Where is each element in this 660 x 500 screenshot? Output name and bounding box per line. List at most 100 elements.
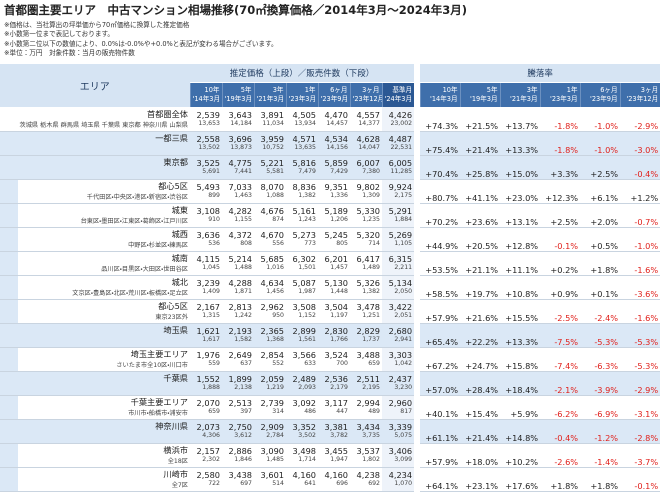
price: 1,976 (196, 349, 220, 360)
price: 3,504 (324, 301, 348, 312)
count: 722 (190, 479, 222, 492)
price: 5,859 (318, 155, 350, 168)
rate: +13.7% (500, 107, 541, 132)
area-sub: 中野区・杉並区・練馬区 (0, 239, 190, 252)
count: 805 (318, 239, 350, 252)
column-period: 5年 (240, 86, 252, 94)
count: 1,206 (318, 215, 350, 228)
price: 3,498 (292, 445, 316, 456)
price: 4,557 (356, 109, 380, 120)
column-header: 6ヶ月 '23年9月 (317, 82, 350, 107)
rate: +57.9% (420, 443, 461, 468)
price: 5,273 (292, 229, 316, 240)
rate: -1.4% (580, 443, 621, 468)
price: 2,070 (196, 397, 220, 408)
row-price: 東京都 3,525 4,775 5,221 5,816 5,859 6,007 6,005 +7… (0, 155, 660, 180)
count: 637 (222, 359, 254, 372)
area-sub: さいたま市全10区・川口市 (0, 359, 190, 372)
area-sub: 全18区 (0, 455, 190, 468)
area-sub (0, 167, 190, 180)
price: 4,670 (260, 229, 284, 240)
count: 1,456 (254, 287, 286, 300)
price: 4,238 (356, 469, 380, 480)
price: 3,108 (196, 205, 220, 216)
count: 2,302 (190, 455, 222, 468)
column-period: 1年 (566, 86, 578, 94)
price: 5,087 (292, 277, 316, 288)
price: 3,406 (382, 443, 415, 456)
price: 6,007 (350, 155, 382, 168)
price: 4,426 (382, 107, 415, 120)
row-price: 埼玉主要エリア 1,976 2,649 2,854 3,566 3,524 3,488 3,3… (0, 347, 660, 372)
price: 3,524 (324, 349, 348, 360)
count: 659 (190, 407, 222, 420)
count: 1,463 (222, 191, 254, 204)
count: 2,138 (222, 383, 254, 396)
column-month: '19年3月 (224, 95, 253, 103)
count: 1,251 (350, 311, 382, 324)
count: 1,947 (318, 455, 350, 468)
count: 1,485 (254, 455, 286, 468)
price: 3,508 (292, 301, 316, 312)
count: 1,617 (190, 335, 222, 348)
count: 874 (254, 215, 286, 228)
price: 3,438 (228, 469, 252, 480)
row-price: 横浜市 2,157 2,886 3,090 3,498 3,455 3,537 3,406 +5… (0, 443, 660, 468)
price: 4,534 (318, 131, 350, 144)
price: 2,854 (260, 349, 284, 360)
count: 7,380 (350, 167, 382, 180)
row-count: 中野区・杉並区・練馬区 536 808 556 773 805 714 1,105 (0, 239, 660, 252)
price: 6,315 (382, 251, 415, 264)
rate: +0.2% (540, 251, 581, 276)
area-name: 一都三県 (0, 131, 190, 144)
price: 6,005 (382, 155, 415, 168)
price: 2,830 (318, 323, 350, 336)
rate: +57.9% (420, 299, 461, 324)
rate: +12.3% (540, 179, 581, 204)
column-header: 1年 '23年3月 (539, 82, 581, 107)
count: 489 (350, 407, 382, 420)
row-price: 城南 4,115 5,214 5,685 6,302 6,201 6,417 6,315 +53… (0, 251, 660, 276)
price: 2,649 (228, 349, 252, 360)
row-count: 文京区・豊島区・北区・荒川区・板橋区・足立区 1,409 1,871 1,456 1,9… (0, 287, 660, 300)
price: 2,558 (190, 131, 222, 144)
area-sub: 品川区・目黒区・大田区・世田谷区 (0, 263, 190, 276)
price: 2,899 (286, 323, 318, 336)
count: 536 (190, 239, 222, 252)
count: 700 (318, 359, 350, 372)
rate: +53.5% (420, 251, 461, 276)
rate: -0.1% (620, 467, 660, 492)
count: 486 (286, 407, 318, 420)
count: 659 (350, 359, 382, 372)
spacer (414, 64, 421, 107)
rate: -1.0% (620, 227, 660, 252)
count: 3,735 (350, 431, 382, 444)
count: 773 (286, 239, 318, 252)
price: 2,580 (196, 469, 220, 480)
rate: +65.4% (420, 323, 461, 348)
price: 4,487 (382, 131, 415, 144)
row-count: 5,691 7,441 5,581 7,479 7,429 7,380 11,285 (0, 167, 660, 180)
count: 13,653 (190, 119, 222, 132)
rate: +20.5% (460, 227, 501, 252)
count: 899 (190, 191, 222, 204)
count: 5,075 (382, 431, 415, 444)
price: 4,372 (228, 229, 252, 240)
rate: -0.4% (620, 155, 660, 180)
area-sub: 市川市・船橋市・浦安市 (0, 407, 190, 420)
count: 11,034 (254, 119, 286, 132)
rate: +5.9% (500, 395, 541, 420)
price: 2,489 (286, 371, 318, 384)
column-month: '14年3月 (430, 95, 458, 103)
price: 3,092 (292, 397, 316, 408)
area-name: 城北 (0, 275, 190, 288)
column-period: 10年 (442, 86, 458, 94)
rate: -2.9% (620, 371, 660, 396)
count: 14,377 (350, 119, 382, 132)
column-month: '14年3月 (192, 95, 221, 103)
rate: -1.8% (540, 131, 581, 156)
row-price: 千葉県 1,552 1,899 2,059 2,489 2,536 2,511 2,437 +5… (0, 371, 660, 396)
row-price: 千葉主要エリア 2,070 2,513 2,739 3,092 3,117 2,994 2,9… (0, 395, 660, 420)
column-period: 3ヶ月 (362, 86, 380, 94)
rate: -2.1% (540, 371, 581, 396)
